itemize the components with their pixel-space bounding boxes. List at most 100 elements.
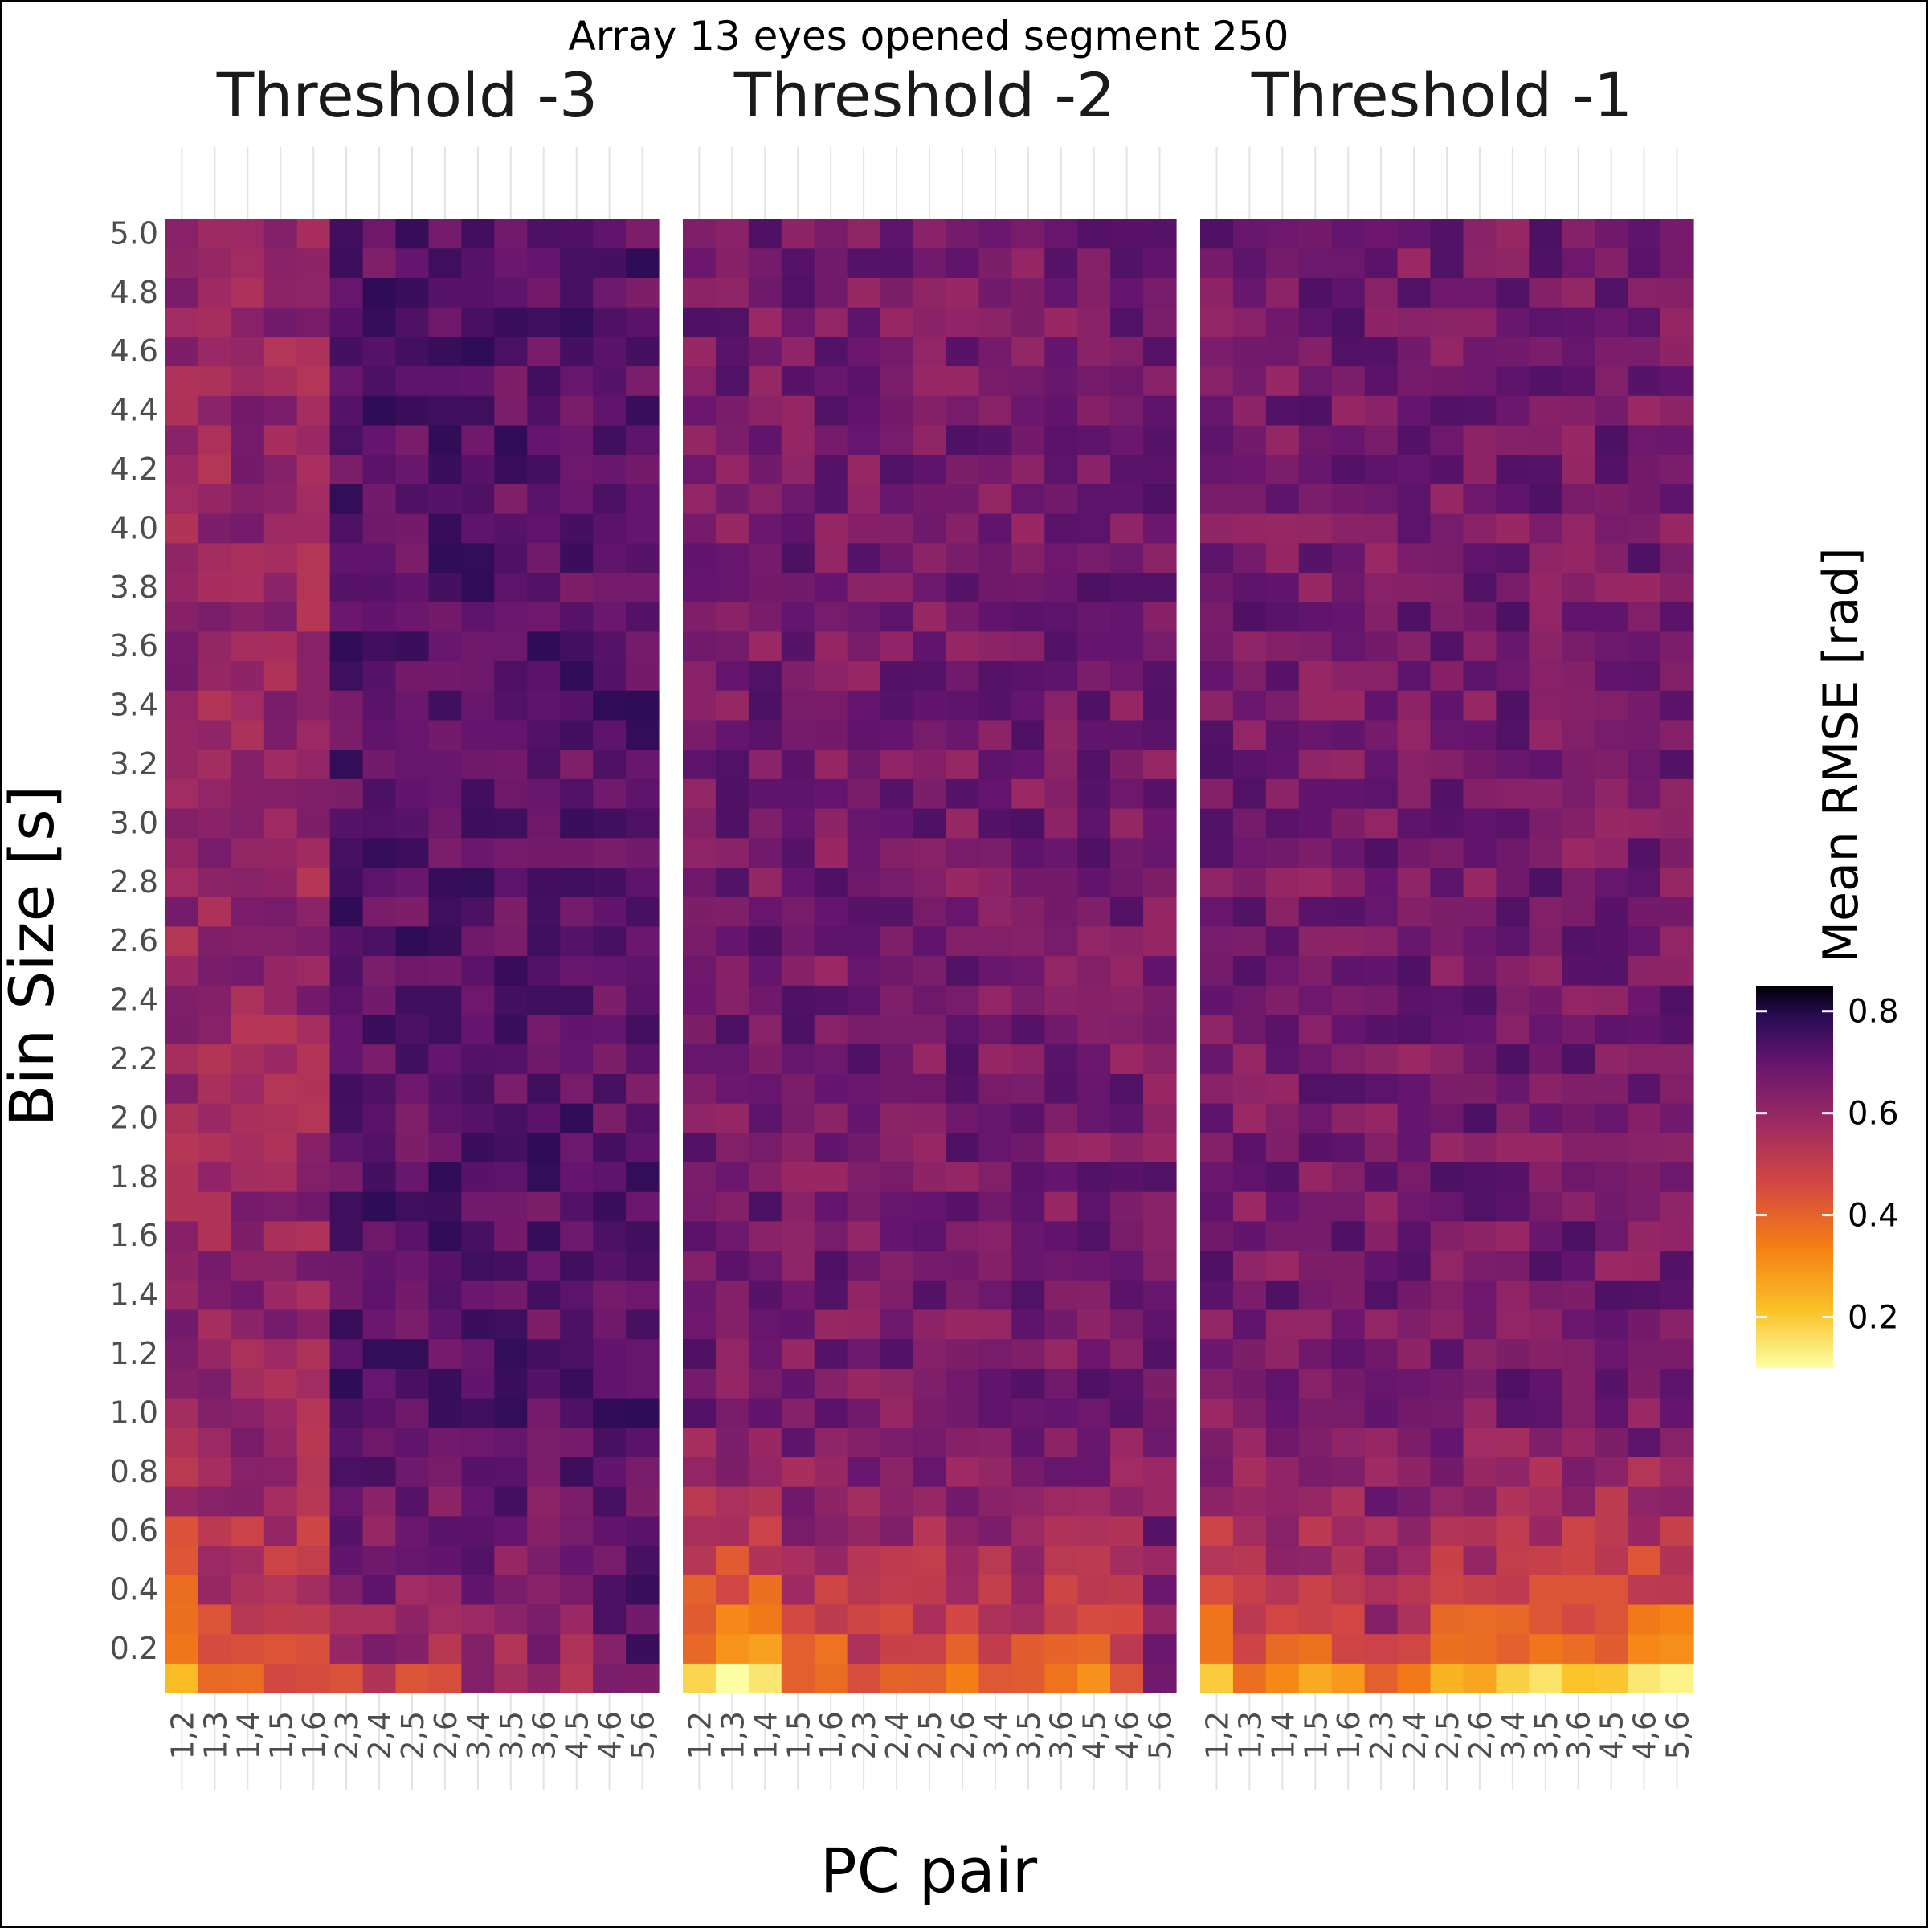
heatmap-cell: [428, 1398, 462, 1428]
heatmap-cell: [1562, 719, 1595, 750]
heatmap-cell: [1364, 1132, 1399, 1162]
heatmap-cell: [748, 808, 782, 839]
heatmap-cell: [329, 277, 364, 308]
heatmap-cell: [1077, 336, 1111, 367]
heatmap-cell: [198, 660, 232, 691]
heatmap-cell: [560, 395, 594, 426]
heatmap-cell: [231, 1132, 265, 1162]
heatmap-cell: [231, 395, 265, 426]
heatmap-cell: [1011, 1132, 1045, 1162]
heatmap-cell: [198, 1545, 232, 1575]
heatmap-cell: [1232, 719, 1267, 750]
heatmap-cell: [781, 484, 815, 514]
heatmap-cell: [626, 749, 660, 779]
heatmap-cell: [1496, 1398, 1530, 1428]
heatmap-cell: [748, 1103, 782, 1133]
heatmap-cell: [362, 513, 397, 544]
heatmap-cell: [626, 307, 660, 337]
heatmap-cell: [362, 1486, 397, 1517]
heatmap-cell: [913, 1663, 947, 1693]
heatmap-cell: [1595, 1309, 1628, 1340]
heatmap-cell: [913, 897, 947, 927]
heatmap-cell: [395, 1603, 430, 1635]
heatmap-cell: [1529, 955, 1562, 986]
heatmap-cell: [1200, 1103, 1234, 1133]
heatmap-cell: [683, 985, 717, 1015]
heatmap-cell: [1265, 1515, 1300, 1546]
heatmap-cell: [1110, 307, 1144, 337]
heatmap-cell: [1595, 1162, 1628, 1192]
heatmap-cell: [847, 660, 881, 691]
heatmap-cell: [626, 484, 660, 514]
heatmap-cell: [527, 867, 561, 897]
heatmap-cell: [715, 277, 750, 308]
heatmap-cell: [428, 277, 462, 308]
heatmap-cell: [362, 1162, 397, 1192]
heatmap-cell: [1011, 219, 1045, 249]
heatmap-cell: [593, 1044, 627, 1074]
heatmap-cell: [1298, 1309, 1333, 1340]
heatmap-cell: [165, 1044, 199, 1074]
heatmap-cell: [560, 336, 594, 367]
heatmap-cell: [165, 778, 199, 809]
heatmap-cell: [198, 1663, 232, 1693]
heatmap-cell: [814, 690, 848, 721]
heatmap-cell: [263, 1103, 298, 1133]
heatmap-cell: [1077, 1014, 1111, 1045]
heatmap-cell: [1430, 1456, 1464, 1487]
heatmap-cell: [1595, 1398, 1628, 1428]
heatmap-cell: [683, 602, 717, 632]
heatmap-cell: [329, 1103, 364, 1133]
heatmap-cell: [946, 690, 979, 721]
heatmap-cell: [494, 1427, 528, 1457]
heatmap-cell: [1143, 1191, 1177, 1222]
heatmap-cell: [748, 1545, 782, 1575]
heatmap-cell: [428, 1250, 462, 1281]
heatmap-cell: [1562, 1515, 1595, 1546]
x-tick-label: 2,6: [1463, 1711, 1498, 1759]
heatmap-cell: [1628, 1162, 1661, 1192]
heatmap-cell: [814, 778, 848, 809]
heatmap-cell: [593, 513, 627, 544]
heatmap-cell: [1430, 484, 1464, 514]
heatmap-cell: [781, 1191, 815, 1222]
heatmap-cell: [165, 572, 199, 602]
heatmap-cell: [1232, 395, 1267, 426]
heatmap-cell: [1331, 219, 1366, 249]
heatmap-cell: [1265, 1309, 1300, 1340]
heatmap-cell: [626, 1338, 660, 1369]
heatmap-cell: [1298, 336, 1333, 367]
heatmap-cell: [978, 1486, 1012, 1517]
heatmap-cell: [1562, 867, 1595, 897]
heatmap-cell: [296, 1575, 331, 1605]
heatmap-cell: [329, 1368, 364, 1399]
heatmap-cell: [165, 1309, 199, 1340]
heatmap-cell: [1011, 690, 1045, 721]
heatmap-cell: [461, 454, 495, 484]
heatmap-cell: [1298, 985, 1333, 1015]
heatmap-cell: [1200, 277, 1234, 308]
heatmap-cell: [362, 247, 397, 278]
heatmap-cell: [814, 395, 848, 426]
heatmap-cell: [1496, 1633, 1530, 1664]
heatmap-cell: [362, 542, 397, 573]
heatmap-cell: [1463, 1515, 1497, 1546]
heatmap-cell: [626, 424, 660, 455]
heatmap-cell: [428, 395, 462, 426]
heatmap-cell: [1110, 1398, 1144, 1428]
heatmap-cell: [1496, 602, 1530, 632]
heatmap-cell: [1595, 542, 1628, 573]
heatmap-cell: [263, 1250, 298, 1281]
heatmap-cell: [1595, 602, 1628, 632]
heatmap-cell: [1110, 542, 1144, 573]
heatmap-cell: [527, 484, 561, 514]
heatmap-cell: [626, 219, 660, 249]
heatmap-cell: [395, 1220, 430, 1252]
heatmap-cell: [1232, 513, 1267, 544]
heatmap-cell: [1143, 985, 1177, 1015]
heatmap-cell: [1430, 1545, 1464, 1575]
heatmap-cell: [198, 277, 232, 308]
heatmap-cell: [1298, 1456, 1333, 1487]
heatmap-cell: [231, 925, 265, 957]
heatmap-cell: [1265, 424, 1300, 455]
